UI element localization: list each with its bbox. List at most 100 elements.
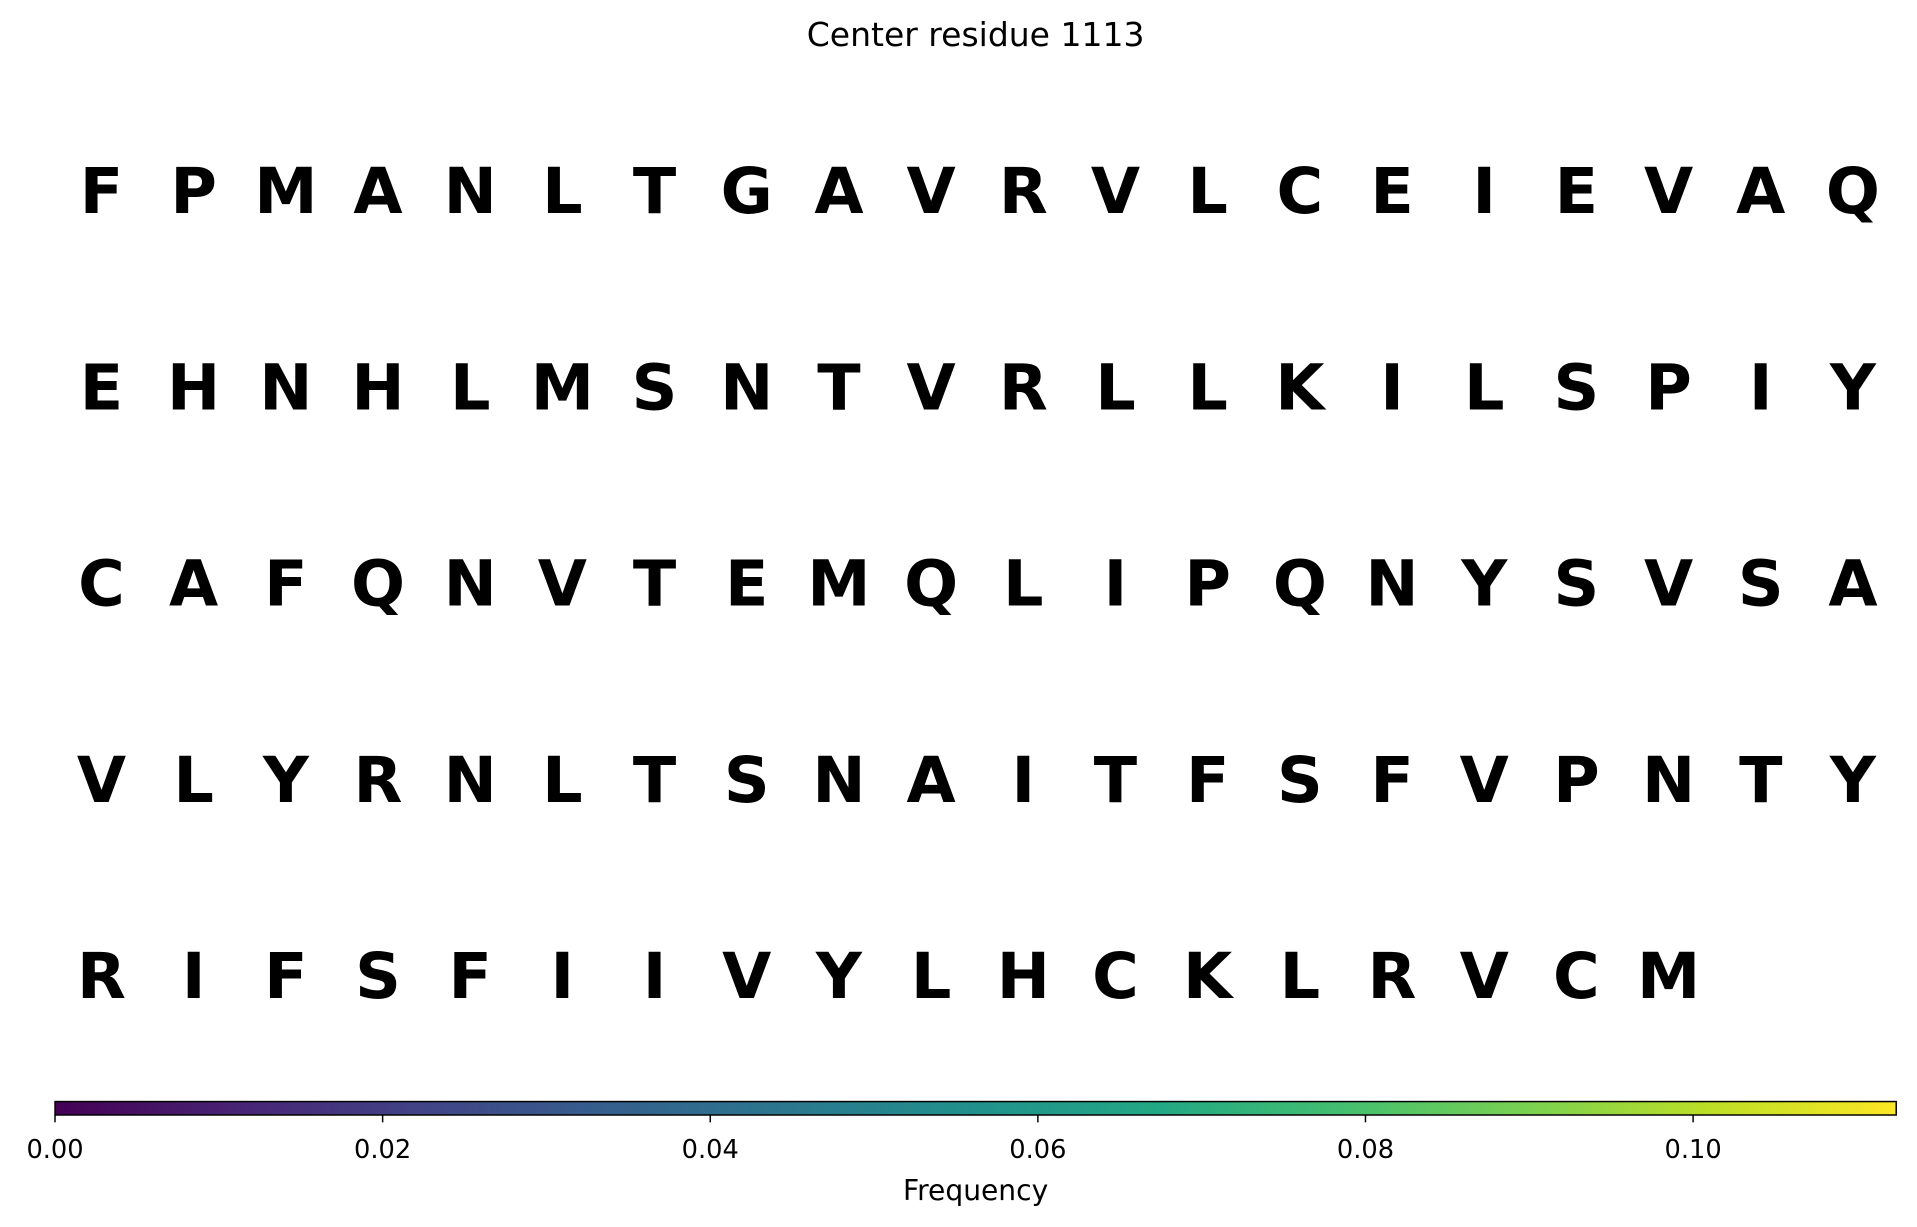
residue-letter: S <box>355 939 401 1013</box>
residue-letter: T <box>633 547 677 621</box>
residue-letter: Y <box>1829 743 1877 817</box>
residue-letter: E <box>1370 154 1413 228</box>
residue-letter: S <box>1553 350 1599 424</box>
residue-letter: L <box>542 743 583 817</box>
residue-letter: L <box>1187 350 1228 424</box>
residue-letter: R <box>999 154 1048 228</box>
residue-letter: L <box>911 939 952 1013</box>
residue-letter: I <box>1749 350 1773 424</box>
residue-letter: K <box>1183 939 1235 1013</box>
residue-letter: N <box>259 350 312 424</box>
residue-letter: V <box>538 547 587 621</box>
chart-title: Center residue 1113 <box>807 15 1145 54</box>
residue-letter: C <box>1277 154 1324 228</box>
residue-letter: T <box>817 350 861 424</box>
residue-letter: C <box>1092 939 1139 1013</box>
residue-letter: Y <box>1460 547 1508 621</box>
x-tick-label: 0.04 <box>682 1135 739 1165</box>
residue-letter: T <box>633 743 677 817</box>
x-tick-label: 0.08 <box>1337 1135 1394 1165</box>
residue-letter: V <box>907 350 956 424</box>
residue-letter: F <box>264 547 307 621</box>
residue-letter: C <box>78 547 125 621</box>
residue-letter: I <box>1104 547 1128 621</box>
residue-letter: P <box>170 154 217 228</box>
residue-letter: I <box>1472 154 1496 228</box>
residue-letter: M <box>807 547 870 621</box>
residue-letter: K <box>1275 350 1327 424</box>
x-axis-label: Frequency <box>903 1174 1048 1207</box>
residue-letter: M <box>1637 939 1700 1013</box>
residue-letter: M <box>531 350 594 424</box>
residue-letter: Q <box>351 547 405 621</box>
residue-letter: E <box>80 350 123 424</box>
residue-letter: V <box>1460 743 1509 817</box>
colorbar <box>54 1100 1897 1116</box>
x-tick-label: 0.02 <box>354 1135 411 1165</box>
residue-letter: A <box>907 743 956 817</box>
residue-letter: L <box>1003 547 1044 621</box>
residue-letter: Y <box>1829 350 1877 424</box>
residue-letter: Q <box>1273 547 1327 621</box>
residue-letter: I <box>182 939 206 1013</box>
residue-letter: P <box>1645 350 1692 424</box>
residue-letter: P <box>1553 743 1600 817</box>
residue-letter: L <box>1464 350 1505 424</box>
residue-letter: E <box>725 547 768 621</box>
x-tick-label: 0.10 <box>1665 1135 1722 1165</box>
residue-letter: L <box>173 743 214 817</box>
residue-letter: F <box>1186 743 1229 817</box>
residue-letter: N <box>812 743 865 817</box>
residue-letter: I <box>1011 743 1035 817</box>
residue-letter: R <box>999 350 1048 424</box>
residue-letter: A <box>353 154 402 228</box>
residue-letter: P <box>1184 547 1231 621</box>
residue-letter: S <box>724 743 770 817</box>
residue-letter: T <box>1739 743 1783 817</box>
residue-letter: Y <box>815 939 863 1013</box>
residue-letter: V <box>1460 939 1509 1013</box>
residue-letter: T <box>633 154 677 228</box>
residue-letter: Y <box>262 743 310 817</box>
residue-letter: Q <box>904 547 958 621</box>
residue-letter: V <box>722 939 771 1013</box>
x-tick-label: 0.00 <box>26 1135 83 1165</box>
residue-letter: V <box>1644 154 1693 228</box>
residue-letter: I <box>643 939 667 1013</box>
residue-letter: R <box>1368 939 1417 1013</box>
residue-letter: N <box>720 350 773 424</box>
residue-letter: F <box>264 939 307 1013</box>
residue-letter: V <box>1091 154 1140 228</box>
residue-letter: L <box>542 154 583 228</box>
residue-letter: N <box>1365 547 1418 621</box>
residue-letter: Q <box>1826 154 1880 228</box>
residue-letter: N <box>444 154 497 228</box>
residue-letter: H <box>997 939 1050 1013</box>
residue-letter: V <box>77 743 126 817</box>
residue-letter: A <box>1828 547 1877 621</box>
residue-letter: N <box>444 547 497 621</box>
residue-letter: F <box>1370 743 1413 817</box>
residue-letter: L <box>1095 350 1136 424</box>
residue-letter: A <box>169 547 218 621</box>
residue-letter: I <box>551 939 575 1013</box>
residue-letter: L <box>1280 939 1321 1013</box>
residue-letter: F <box>448 939 491 1013</box>
residue-letter: L <box>1187 154 1228 228</box>
residue-letter: N <box>1642 743 1695 817</box>
x-tick-label: 0.06 <box>1009 1135 1066 1165</box>
residue-letter: R <box>77 939 126 1013</box>
residue-letter: G <box>721 154 773 228</box>
residue-letter: I <box>1380 350 1404 424</box>
residue-letter: S <box>1738 547 1784 621</box>
residue-letter: L <box>450 350 491 424</box>
residue-letter: A <box>1736 154 1785 228</box>
residue-letter: M <box>254 154 317 228</box>
residue-letter: T <box>1094 743 1138 817</box>
residue-letter: N <box>444 743 497 817</box>
residue-letter: S <box>632 350 678 424</box>
residue-letter: H <box>167 350 220 424</box>
residue-letter: E <box>1555 154 1598 228</box>
